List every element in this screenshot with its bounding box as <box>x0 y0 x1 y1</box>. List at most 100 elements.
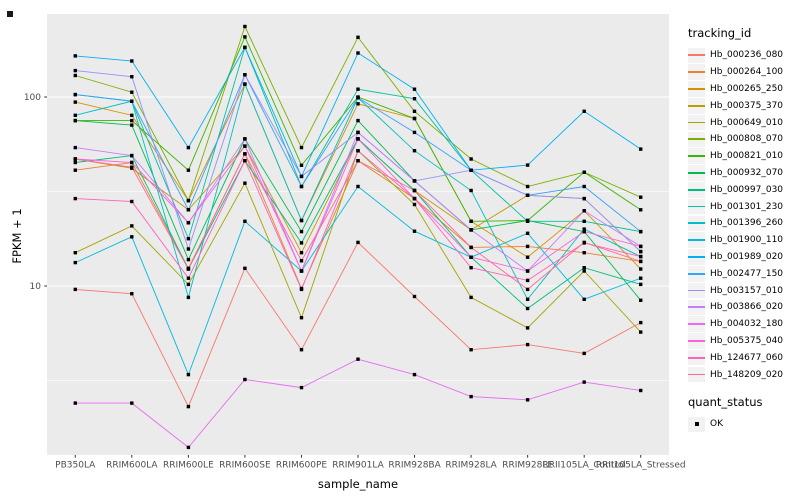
data-point <box>469 295 473 300</box>
data-point <box>73 113 77 117</box>
data-point <box>356 118 360 123</box>
data-point <box>639 259 643 264</box>
legend-color-entries: Hb_000236_080 Hb_000264_100 Hb_000265_250 H… <box>688 47 800 383</box>
legend-entry: Hb_148209_020 <box>688 366 800 383</box>
legend-entry: Hb_003157_010 <box>688 282 800 299</box>
data-point <box>582 170 586 174</box>
legend-line-swatch <box>688 205 705 208</box>
legend-line-swatch <box>688 289 705 292</box>
legend-entry: Hb_000808_070 <box>688 131 800 148</box>
legend-entry-label: Hb_003866_020 <box>710 302 784 313</box>
legend-line-swatch <box>688 255 705 258</box>
legend-entry: Hb_000997_030 <box>688 181 800 198</box>
data-point <box>186 372 191 377</box>
legend-entry-label: Hb_000649_010 <box>710 117 784 128</box>
data-point <box>186 445 191 450</box>
data-point <box>412 149 417 153</box>
data-point <box>186 276 191 280</box>
x-tick-label-RRIM600SE: RRIM600SE <box>219 461 271 471</box>
legend-line-swatch <box>688 239 705 241</box>
data-point <box>525 163 530 167</box>
legend-entry: Hb_000649_010 <box>688 114 800 131</box>
legend-shape-label: OK <box>710 419 723 430</box>
data-point <box>299 229 304 234</box>
data-point <box>582 269 586 273</box>
data-point <box>243 377 247 382</box>
legend-line-swatch <box>688 87 705 90</box>
legend-entry-label: Hb_003157_010 <box>710 285 784 296</box>
data-point <box>130 401 134 405</box>
data-point <box>356 159 360 163</box>
legend-title-tracking-id: tracking_id <box>688 26 752 40</box>
legend-entry: Hb_124677_060 <box>688 349 800 366</box>
data-point <box>639 282 643 287</box>
data-point <box>299 163 304 167</box>
data-point <box>469 188 473 193</box>
data-point <box>469 245 473 250</box>
data-point <box>639 330 643 334</box>
data-point <box>639 195 643 199</box>
data-point <box>582 109 586 113</box>
legend-entry: Hb_001900_110 <box>688 232 800 249</box>
data-point <box>243 181 247 185</box>
data-point <box>582 266 586 270</box>
series-points-Hb_000236_080 <box>73 240 643 409</box>
data-point <box>130 99 134 103</box>
data-point <box>356 137 360 141</box>
data-point <box>243 137 247 141</box>
data-point <box>73 100 77 104</box>
x-tick-label-RRIM928BA: RRIM928BA <box>388 461 441 471</box>
x-tick-label-RRII105LA_Control: RRII105LA_Control <box>542 461 625 471</box>
x-tick-label-RRIM901LA: RRIM901LA <box>332 461 384 471</box>
x-tick-label-RRII105LA_Stressed: RRII105LA_Stressed <box>596 461 686 471</box>
data-point <box>525 287 530 292</box>
legend-key <box>688 114 705 131</box>
data-point <box>469 228 473 232</box>
data-point <box>525 269 530 273</box>
data-point <box>582 240 586 245</box>
series-points-Hb_000808_070 <box>73 24 643 203</box>
data-point <box>130 165 134 169</box>
data-point <box>469 219 473 223</box>
legend-entry-label: Hb_001900_110 <box>710 235 784 246</box>
legend-line-swatch <box>688 121 705 124</box>
data-point <box>582 219 586 223</box>
legend-key <box>688 299 705 316</box>
data-point <box>582 351 586 356</box>
data-point <box>639 147 643 151</box>
legend-entry-label: Hb_004032_180 <box>710 319 784 330</box>
data-point <box>525 278 530 283</box>
data-point <box>73 287 77 292</box>
data-point <box>356 149 360 153</box>
data-point <box>639 254 643 259</box>
data-point <box>299 251 304 255</box>
series-points-Hb_004032_180 <box>73 357 643 450</box>
data-point <box>356 87 360 91</box>
data-point <box>299 174 304 179</box>
data-point <box>412 87 417 91</box>
legend-key <box>688 64 705 80</box>
data-point <box>186 267 191 271</box>
legend-key <box>688 249 705 265</box>
data-point <box>243 35 247 39</box>
data-point <box>469 394 473 399</box>
data-point <box>356 240 360 245</box>
legend-entry-label: Hb_000808_070 <box>710 134 784 145</box>
data-point <box>525 244 530 249</box>
x-tick-label-PB350LA: PB350LA <box>55 461 96 471</box>
data-point <box>243 152 247 156</box>
data-point <box>243 45 247 50</box>
legend-entry: Hb_000265_250 <box>688 81 800 98</box>
legend-entry-label: Hb_148209_020 <box>710 369 784 380</box>
data-point <box>412 97 417 101</box>
data-point <box>582 227 586 231</box>
y-tick-label-10: 10 <box>30 282 42 292</box>
data-point <box>186 247 191 251</box>
data-point <box>412 294 417 299</box>
data-point <box>299 385 304 390</box>
legend-key <box>688 366 705 383</box>
data-point <box>639 298 643 302</box>
legend-key <box>688 165 705 181</box>
x-tick-label-RRIM600LA: RRIM600LA <box>106 461 158 471</box>
